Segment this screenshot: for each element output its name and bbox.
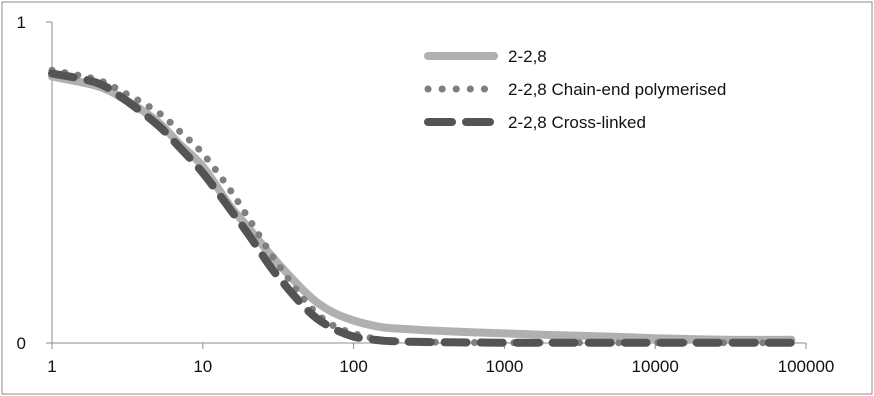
series-line-1 xyxy=(48,72,796,344)
x-tick-label: 1000 xyxy=(485,357,523,376)
plot-series xyxy=(48,66,796,347)
axes: 0 1 1 10 100 1000 10000 100000 xyxy=(17,13,835,376)
legend-label-3: 2-2,8 Cross-linked xyxy=(508,113,646,132)
x-tick-label: 1 xyxy=(47,357,56,376)
x-tick-label: 100000 xyxy=(778,357,835,376)
x-tick-label: 100 xyxy=(339,357,367,376)
x-tick-label: 10000 xyxy=(632,357,679,376)
legend-label-1: 2-2,8 xyxy=(508,47,547,66)
y-tick-label: 1 xyxy=(17,13,26,32)
legend-label-2: 2-2,8 Chain-end polymerised xyxy=(508,80,726,99)
series-line-3 xyxy=(48,69,796,347)
legend: 2-2,8 2-2,8 Chain-end polymerised 2-2,8 Cr… xyxy=(424,47,726,132)
y-tick-label: 0 xyxy=(17,334,26,353)
x-tick-label: 10 xyxy=(193,357,212,376)
